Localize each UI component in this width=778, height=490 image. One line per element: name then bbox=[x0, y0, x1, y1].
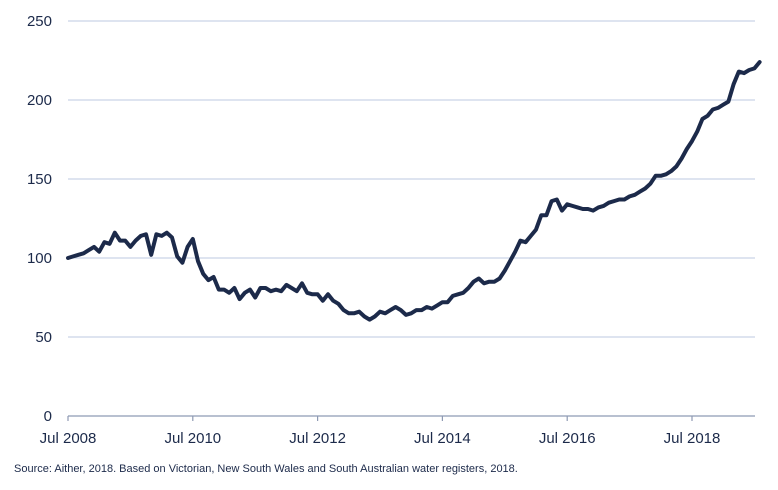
y-tick-label-250: 250 bbox=[27, 13, 52, 30]
x-axis bbox=[67, 415, 755, 421]
y-tick-label-0: 0 bbox=[44, 408, 52, 425]
y-tick-label-100: 100 bbox=[27, 250, 52, 267]
x-tick-label-4: Jul 2016 bbox=[539, 430, 596, 447]
x-tick-label-3: Jul 2014 bbox=[414, 430, 471, 447]
x-tick-labels: Jul 2008 Jul 2010 Jul 2012 Jul 2014 Jul 2016… bbox=[40, 430, 721, 447]
x-tick-label-5: Jul 2018 bbox=[664, 430, 721, 447]
x-tick-label-0: Jul 2008 bbox=[40, 430, 97, 447]
series-line-0 bbox=[66, 60, 762, 322]
y-tick-labels: 0 50 100 150 200 250 bbox=[27, 13, 52, 425]
x-tick-label-2: Jul 2012 bbox=[289, 430, 346, 447]
line-chart: 0 50 100 150 200 250 Jul 2008 Jul 2010 Jul 2012… bbox=[27, 13, 762, 447]
series-layer bbox=[66, 60, 762, 322]
source-note: Source: Aither, 2018. Based on Victorian… bbox=[14, 463, 518, 475]
y-tick-label-150: 150 bbox=[27, 171, 52, 188]
y-tick-label-200: 200 bbox=[27, 92, 52, 109]
y-tick-label-50: 50 bbox=[35, 329, 52, 346]
x-tick-label-1: Jul 2010 bbox=[164, 430, 221, 447]
